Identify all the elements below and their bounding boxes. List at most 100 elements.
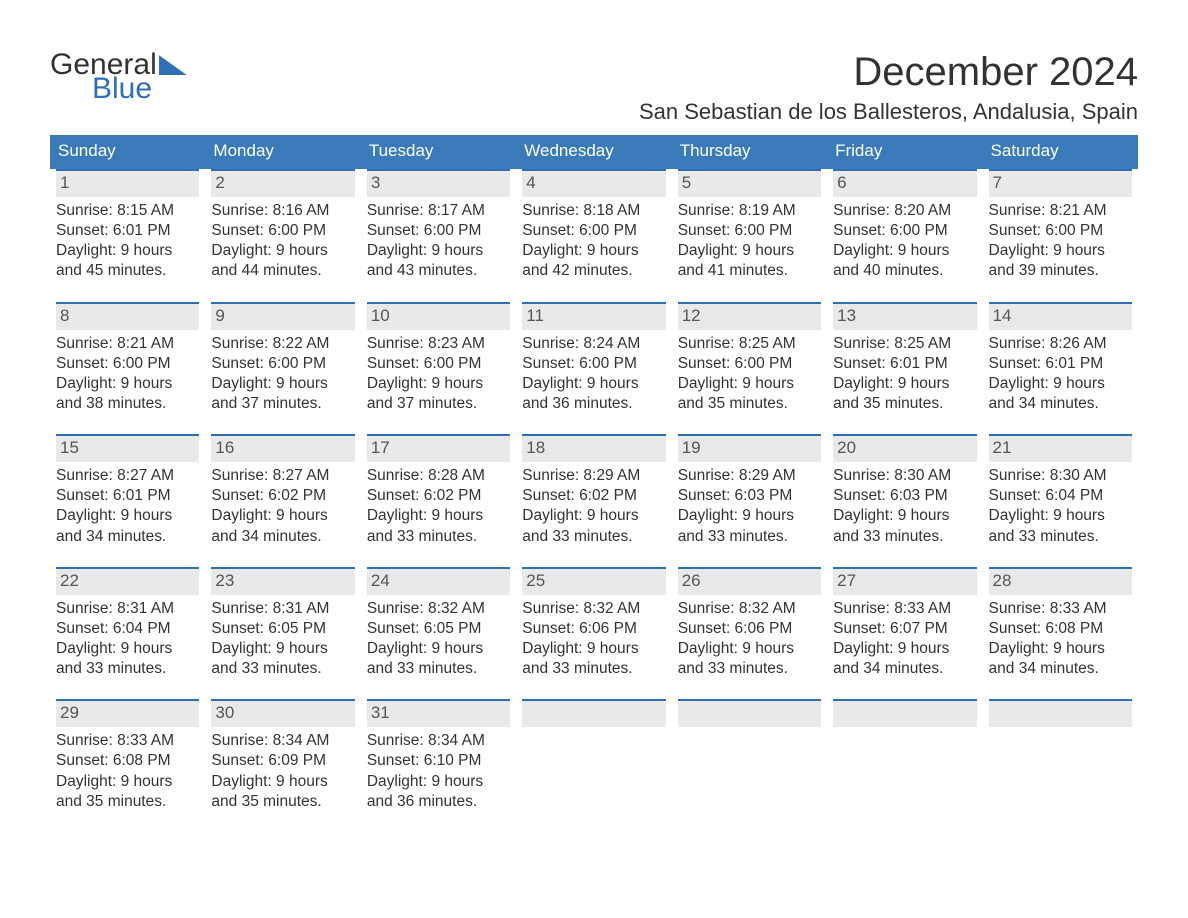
- day-number: 3: [367, 169, 510, 197]
- daylight-line-2: and 35 minutes.: [56, 792, 199, 812]
- day-number: 12: [678, 302, 821, 330]
- sunset-text: Sunset: 6:01 PM: [56, 486, 199, 506]
- daylight-line-1: Daylight: 9 hours: [522, 506, 665, 526]
- sunrise-text: Sunrise: 8:23 AM: [367, 334, 510, 354]
- sunrise-text: Sunrise: 8:22 AM: [211, 334, 354, 354]
- daylight-line-2: and 33 minutes.: [367, 659, 510, 679]
- sunrise-text: Sunrise: 8:33 AM: [833, 599, 976, 619]
- daylight-line-1: Daylight: 9 hours: [522, 241, 665, 261]
- day-number: [833, 699, 976, 727]
- sunset-text: Sunset: 6:02 PM: [211, 486, 354, 506]
- sunset-text: Sunset: 6:06 PM: [522, 619, 665, 639]
- sunset-text: Sunset: 6:05 PM: [367, 619, 510, 639]
- sunset-text: Sunset: 6:05 PM: [211, 619, 354, 639]
- calendar-day: 2Sunrise: 8:16 AMSunset: 6:00 PMDaylight…: [205, 169, 360, 288]
- weekday-header: Friday: [827, 135, 982, 169]
- weekday-header-row: Sunday Monday Tuesday Wednesday Thursday…: [50, 135, 1138, 169]
- day-number: [678, 699, 821, 727]
- month-title: December 2024: [639, 50, 1138, 95]
- daylight-line-2: and 40 minutes.: [833, 261, 976, 281]
- daylight-line-1: Daylight: 9 hours: [367, 241, 510, 261]
- daylight-line-2: and 34 minutes.: [989, 394, 1132, 414]
- daylight-line-1: Daylight: 9 hours: [678, 374, 821, 394]
- daylight-line-1: Daylight: 9 hours: [211, 772, 354, 792]
- day-number: 22: [56, 567, 199, 595]
- sunset-text: Sunset: 6:03 PM: [678, 486, 821, 506]
- calendar-week: 15Sunrise: 8:27 AMSunset: 6:01 PMDayligh…: [50, 434, 1138, 553]
- daylight-line-1: Daylight: 9 hours: [56, 374, 199, 394]
- sunset-text: Sunset: 6:08 PM: [989, 619, 1132, 639]
- calendar-day: 5Sunrise: 8:19 AMSunset: 6:00 PMDaylight…: [672, 169, 827, 288]
- sunrise-text: Sunrise: 8:20 AM: [833, 201, 976, 221]
- daylight-line-2: and 37 minutes.: [211, 394, 354, 414]
- daylight-line-1: Daylight: 9 hours: [367, 374, 510, 394]
- calendar-day: 22Sunrise: 8:31 AMSunset: 6:04 PMDayligh…: [50, 567, 205, 686]
- daylight-line-2: and 38 minutes.: [56, 394, 199, 414]
- sunset-text: Sunset: 6:02 PM: [367, 486, 510, 506]
- daylight-line-1: Daylight: 9 hours: [367, 639, 510, 659]
- calendar-day: 10Sunrise: 8:23 AMSunset: 6:00 PMDayligh…: [361, 302, 516, 421]
- sunset-text: Sunset: 6:00 PM: [678, 221, 821, 241]
- sunrise-text: Sunrise: 8:31 AM: [56, 599, 199, 619]
- day-number: 13: [833, 302, 976, 330]
- calendar-day: 9Sunrise: 8:22 AMSunset: 6:00 PMDaylight…: [205, 302, 360, 421]
- day-number: 25: [522, 567, 665, 595]
- daylight-line-2: and 33 minutes.: [522, 527, 665, 547]
- daylight-line-2: and 33 minutes.: [833, 527, 976, 547]
- sunrise-text: Sunrise: 8:15 AM: [56, 201, 199, 221]
- calendar-day: 14Sunrise: 8:26 AMSunset: 6:01 PMDayligh…: [983, 302, 1138, 421]
- day-number: 18: [522, 434, 665, 462]
- daylight-line-2: and 33 minutes.: [989, 527, 1132, 547]
- sunrise-text: Sunrise: 8:21 AM: [989, 201, 1132, 221]
- daylight-line-1: Daylight: 9 hours: [56, 241, 199, 261]
- daylight-line-1: Daylight: 9 hours: [833, 374, 976, 394]
- daylight-line-1: Daylight: 9 hours: [989, 639, 1132, 659]
- daylight-line-2: and 37 minutes.: [367, 394, 510, 414]
- day-number: 28: [989, 567, 1132, 595]
- sunrise-text: Sunrise: 8:25 AM: [833, 334, 976, 354]
- calendar-page: General Blue December 2024 San Sebastian…: [0, 0, 1188, 918]
- weekday-header: Saturday: [983, 135, 1138, 169]
- day-number: 11: [522, 302, 665, 330]
- day-number: 14: [989, 302, 1132, 330]
- calendar-day: 12Sunrise: 8:25 AMSunset: 6:00 PMDayligh…: [672, 302, 827, 421]
- daylight-line-1: Daylight: 9 hours: [522, 374, 665, 394]
- weekday-header: Wednesday: [516, 135, 671, 169]
- calendar-day: 26Sunrise: 8:32 AMSunset: 6:06 PMDayligh…: [672, 567, 827, 686]
- daylight-line-1: Daylight: 9 hours: [56, 772, 199, 792]
- sunset-text: Sunset: 6:06 PM: [678, 619, 821, 639]
- sunrise-text: Sunrise: 8:21 AM: [56, 334, 199, 354]
- day-number: 7: [989, 169, 1132, 197]
- calendar-day: 16Sunrise: 8:27 AMSunset: 6:02 PMDayligh…: [205, 434, 360, 553]
- daylight-line-2: and 33 minutes.: [678, 527, 821, 547]
- calendar-day: 1Sunrise: 8:15 AMSunset: 6:01 PMDaylight…: [50, 169, 205, 288]
- sunset-text: Sunset: 6:00 PM: [56, 354, 199, 374]
- daylight-line-1: Daylight: 9 hours: [833, 639, 976, 659]
- daylight-line-1: Daylight: 9 hours: [211, 639, 354, 659]
- sunrise-text: Sunrise: 8:32 AM: [367, 599, 510, 619]
- sunset-text: Sunset: 6:02 PM: [522, 486, 665, 506]
- day-number: 17: [367, 434, 510, 462]
- calendar-day: 24Sunrise: 8:32 AMSunset: 6:05 PMDayligh…: [361, 567, 516, 686]
- calendar-day: 25Sunrise: 8:32 AMSunset: 6:06 PMDayligh…: [516, 567, 671, 686]
- daylight-line-1: Daylight: 9 hours: [56, 506, 199, 526]
- daylight-line-1: Daylight: 9 hours: [678, 506, 821, 526]
- sunset-text: Sunset: 6:00 PM: [522, 354, 665, 374]
- calendar-day: [827, 699, 982, 818]
- sunset-text: Sunset: 6:01 PM: [833, 354, 976, 374]
- location-subtitle: San Sebastian de los Ballesteros, Andalu…: [639, 99, 1138, 125]
- daylight-line-2: and 36 minutes.: [367, 792, 510, 812]
- calendar-day: 28Sunrise: 8:33 AMSunset: 6:08 PMDayligh…: [983, 567, 1138, 686]
- calendar-day: 31Sunrise: 8:34 AMSunset: 6:10 PMDayligh…: [361, 699, 516, 818]
- calendar-day: 30Sunrise: 8:34 AMSunset: 6:09 PMDayligh…: [205, 699, 360, 818]
- daylight-line-1: Daylight: 9 hours: [56, 639, 199, 659]
- daylight-line-1: Daylight: 9 hours: [989, 374, 1132, 394]
- daylight-line-1: Daylight: 9 hours: [989, 506, 1132, 526]
- daylight-line-2: and 34 minutes.: [211, 527, 354, 547]
- sunset-text: Sunset: 6:03 PM: [833, 486, 976, 506]
- sunrise-text: Sunrise: 8:31 AM: [211, 599, 354, 619]
- brand-word-2: Blue: [92, 74, 187, 104]
- daylight-line-1: Daylight: 9 hours: [211, 506, 354, 526]
- sunset-text: Sunset: 6:00 PM: [367, 221, 510, 241]
- sunset-text: Sunset: 6:00 PM: [367, 354, 510, 374]
